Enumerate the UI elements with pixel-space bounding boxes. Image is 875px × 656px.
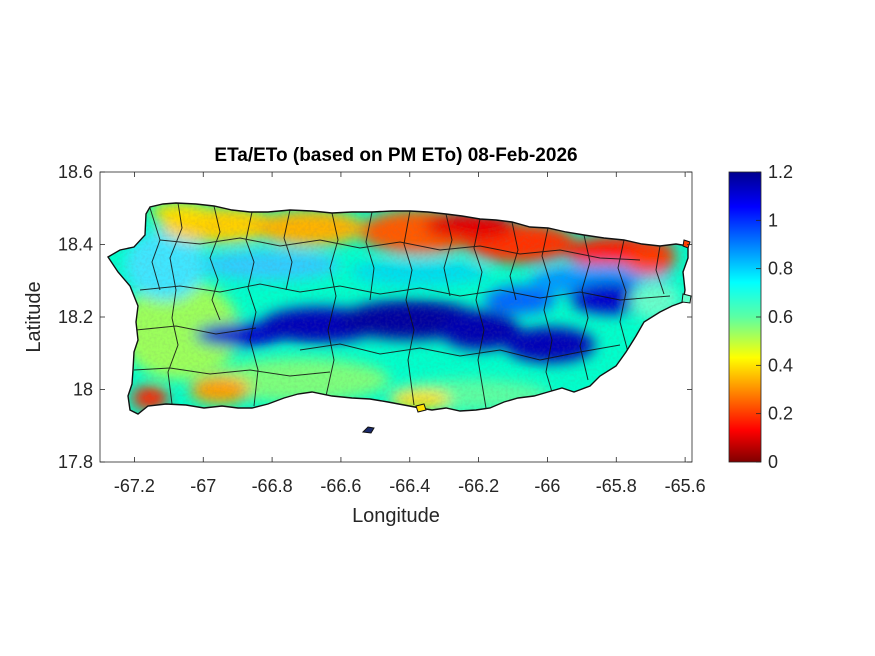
offshore-islets: [361, 239, 692, 434]
municipality-boundary: [245, 211, 259, 407]
islet: [361, 426, 375, 434]
islet: [681, 293, 692, 304]
municipality-boundary: [541, 227, 553, 393]
municipality-boundary: [283, 209, 293, 291]
islet: [415, 403, 427, 413]
x-tick-label: -66.4: [389, 476, 430, 496]
municipality-boundary: [443, 213, 453, 297]
colorbar-tick-label: 0.8: [768, 259, 793, 279]
x-tick-label: -67: [190, 476, 216, 496]
y-tick-label: 18: [73, 380, 93, 400]
municipality-boundary: [325, 212, 339, 397]
x-tick-label: -66: [534, 476, 560, 496]
island-outline: [107, 202, 689, 415]
colorbar-tick-label: 0.2: [768, 404, 793, 424]
colorbar-tick-label: 0: [768, 452, 778, 472]
y-tick-label: 17.8: [58, 452, 93, 472]
y-axis: 17.8 18 18.2 18.4 18.6: [58, 162, 692, 472]
municipality-boundary: [167, 203, 183, 405]
x-axis: -67.2 -67 -66.8 -66.6 -66.4 -66.2 -66 -65.8 -65.…: [114, 172, 706, 496]
x-tick-label: -65.6: [665, 476, 706, 496]
municipality-boundary: [139, 283, 671, 301]
x-tick-label: -67.2: [114, 476, 155, 496]
y-tick-label: 18.6: [58, 162, 93, 182]
x-tick-label: -66.2: [458, 476, 499, 496]
municipality-boundary: [403, 210, 415, 406]
colorbar: [728, 171, 762, 463]
municipality-boundary: [473, 218, 487, 409]
y-tick-label: 18.2: [58, 307, 93, 327]
x-tick-label: -66.8: [252, 476, 293, 496]
municipality-boundary: [365, 211, 375, 301]
y-tick-label: 18.4: [58, 235, 93, 255]
x-tick-label: -66.6: [320, 476, 361, 496]
colorbar-ticks: 0 0.2 0.4 0.6 0.8 1 1.2: [756, 162, 793, 472]
x-tick-label: -65.8: [596, 476, 637, 496]
heatmap-texture: [108, 203, 688, 414]
municipality-boundary: [133, 367, 331, 377]
colorbar-tick-label: 1.2: [768, 162, 793, 182]
municipality-boundary: [209, 205, 221, 321]
municipality-boundary: [655, 245, 665, 295]
x-axis-label: Longitude: [352, 505, 440, 527]
colorbar-tick-label: 1: [768, 210, 778, 230]
islet: [682, 239, 691, 249]
municipality-boundaries: [133, 203, 671, 409]
y-axis-label: Latitude: [23, 281, 45, 352]
municipality-boundary: [159, 237, 641, 261]
colorbar-tick-label: 0.6: [768, 307, 793, 327]
municipality-boundary: [299, 343, 621, 361]
municipality-boundary: [509, 221, 519, 301]
chart-title: ETa/ETo (based on PM ETo) 08-Feb-2026: [214, 145, 577, 166]
municipality-boundary: [135, 325, 257, 335]
colorbar-tick-label: 0.4: [768, 355, 793, 375]
municipality-boundary: [149, 207, 161, 291]
